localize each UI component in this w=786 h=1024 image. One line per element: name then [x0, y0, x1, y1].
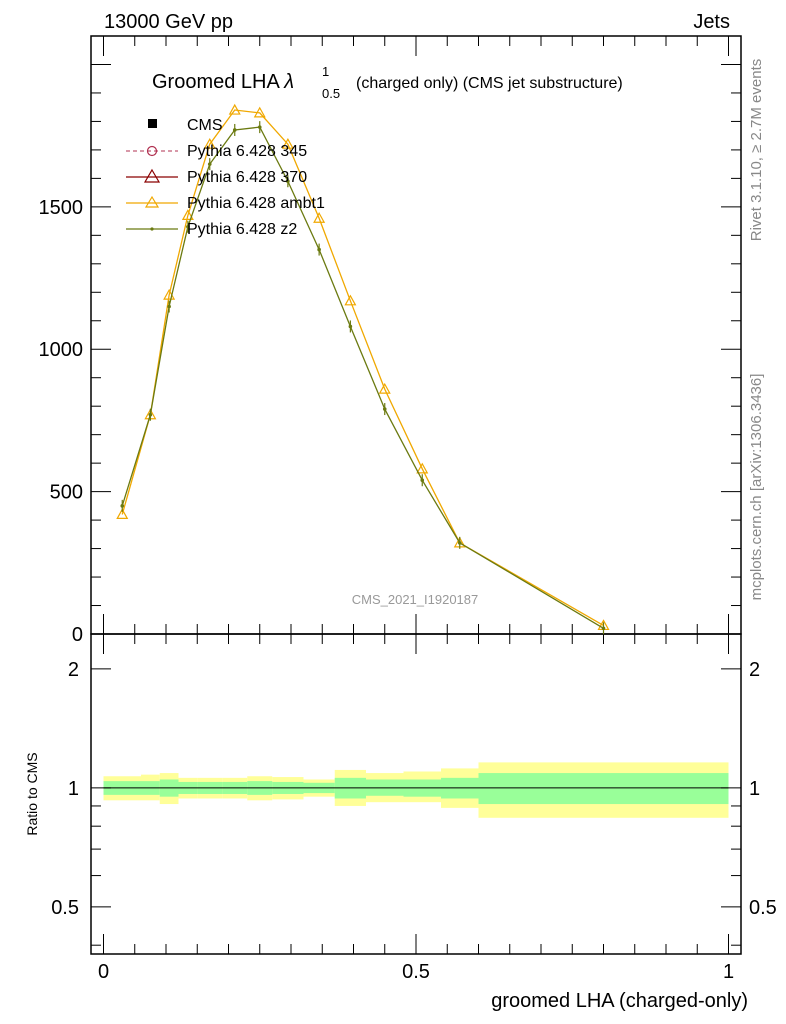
main-y-ticks: 0 500 1000 1500 — [39, 35, 741, 646]
series-line — [121, 126, 604, 629]
z2-point — [207, 162, 212, 166]
legend-ambt1-label: Pythia 6.428 ambt1 — [187, 195, 325, 212]
legend-345-label: Pythia 6.428 345 — [187, 143, 307, 160]
legend-z2-label: Pythia 6.428 z2 — [187, 221, 297, 238]
ratio-ylabel: Ratio to CMS — [24, 752, 40, 835]
z2-point — [120, 504, 125, 508]
main-ytick-label: 500 — [50, 482, 83, 504]
legend-ambt1-marker — [144, 195, 160, 208]
ambt1-point — [253, 106, 266, 118]
ambt1-point — [313, 212, 326, 223]
x-axis-label: groomed LHA (charged-only) — [491, 990, 748, 1012]
ratio-ytick-label-right: 1 — [749, 778, 760, 800]
legend-cms-marker — [148, 119, 157, 128]
z2-point — [382, 407, 387, 411]
ratio-y-ticks: 0.5 0.5 1 1 2 2 — [51, 659, 777, 946]
mcplots-label: mcplots.cern.ch [arXiv:1306.3436] — [748, 374, 765, 601]
title-main: Groomed LHA λ — [152, 71, 294, 93]
title-suffix: (charged only) (CMS jet substructure) — [356, 75, 623, 92]
legend-370-label: Pythia 6.428 370 — [187, 169, 307, 186]
main-ytick-label: 1000 — [39, 339, 84, 361]
xtick-label: 0.5 — [402, 961, 430, 983]
series-lines — [116, 103, 610, 635]
ratio-ytick-label-left: 2 — [68, 659, 79, 681]
title-sub: 0.5 — [322, 86, 340, 101]
ambt1-point — [281, 137, 294, 149]
ratio-ytick-label-left: 0.5 — [51, 897, 79, 919]
ambt1-point — [228, 103, 241, 115]
z2-point — [457, 541, 462, 545]
z2-point — [420, 478, 425, 483]
xtick-label: 0 — [98, 961, 109, 983]
ambt1-point — [344, 294, 357, 306]
ambt1-point — [181, 209, 194, 220]
ambt1-point — [203, 137, 216, 149]
z2-point — [167, 304, 171, 309]
z2-point — [286, 179, 290, 184]
z2-point — [148, 412, 153, 417]
header-jets-label: Jets — [693, 11, 730, 33]
z2-point — [257, 125, 262, 129]
plot-title: Groomed LHA λ 1 0.5 (charged only) (CMS … — [152, 64, 623, 101]
z2-point — [186, 224, 190, 229]
ambt1-point — [378, 382, 391, 394]
ratio-ytick-label-right: 2 — [749, 659, 760, 681]
ratio-ytick-label-right: 0.5 — [749, 897, 777, 919]
ratio-ytick-label-left: 1 — [68, 778, 79, 800]
legend-345-marker — [146, 145, 158, 157]
z2-point — [601, 626, 606, 631]
legend-z2-marker — [150, 227, 154, 231]
ratio-bands — [103, 762, 729, 818]
main-ytick-label: 0 — [72, 624, 83, 646]
z2-point — [348, 324, 353, 329]
z2-point — [232, 128, 237, 132]
legend-370-marker — [143, 168, 161, 183]
ratio-stat-band — [478, 773, 729, 805]
main-ytick-label: 1500 — [39, 197, 84, 219]
z2-point — [317, 247, 321, 252]
watermark: CMS_2021_I1920187 — [352, 592, 479, 607]
x-ticks: 0 0.5 1 — [98, 36, 734, 983]
series-line — [121, 109, 604, 627]
xtick-label: 1 — [723, 961, 734, 983]
header-energy-label: 13000 GeV pp — [104, 11, 233, 33]
ambt1-point — [116, 508, 129, 520]
ambt1-point — [416, 462, 429, 474]
title-sup: 1 — [322, 64, 329, 79]
rivet-label: Rivet 3.1.10, ≥ 2.7M events — [748, 59, 765, 242]
legend: CMS Pythia 6.428 345 Pythia 6.428 370 Py… — [126, 117, 325, 238]
legend-cms-label: CMS — [187, 117, 223, 134]
